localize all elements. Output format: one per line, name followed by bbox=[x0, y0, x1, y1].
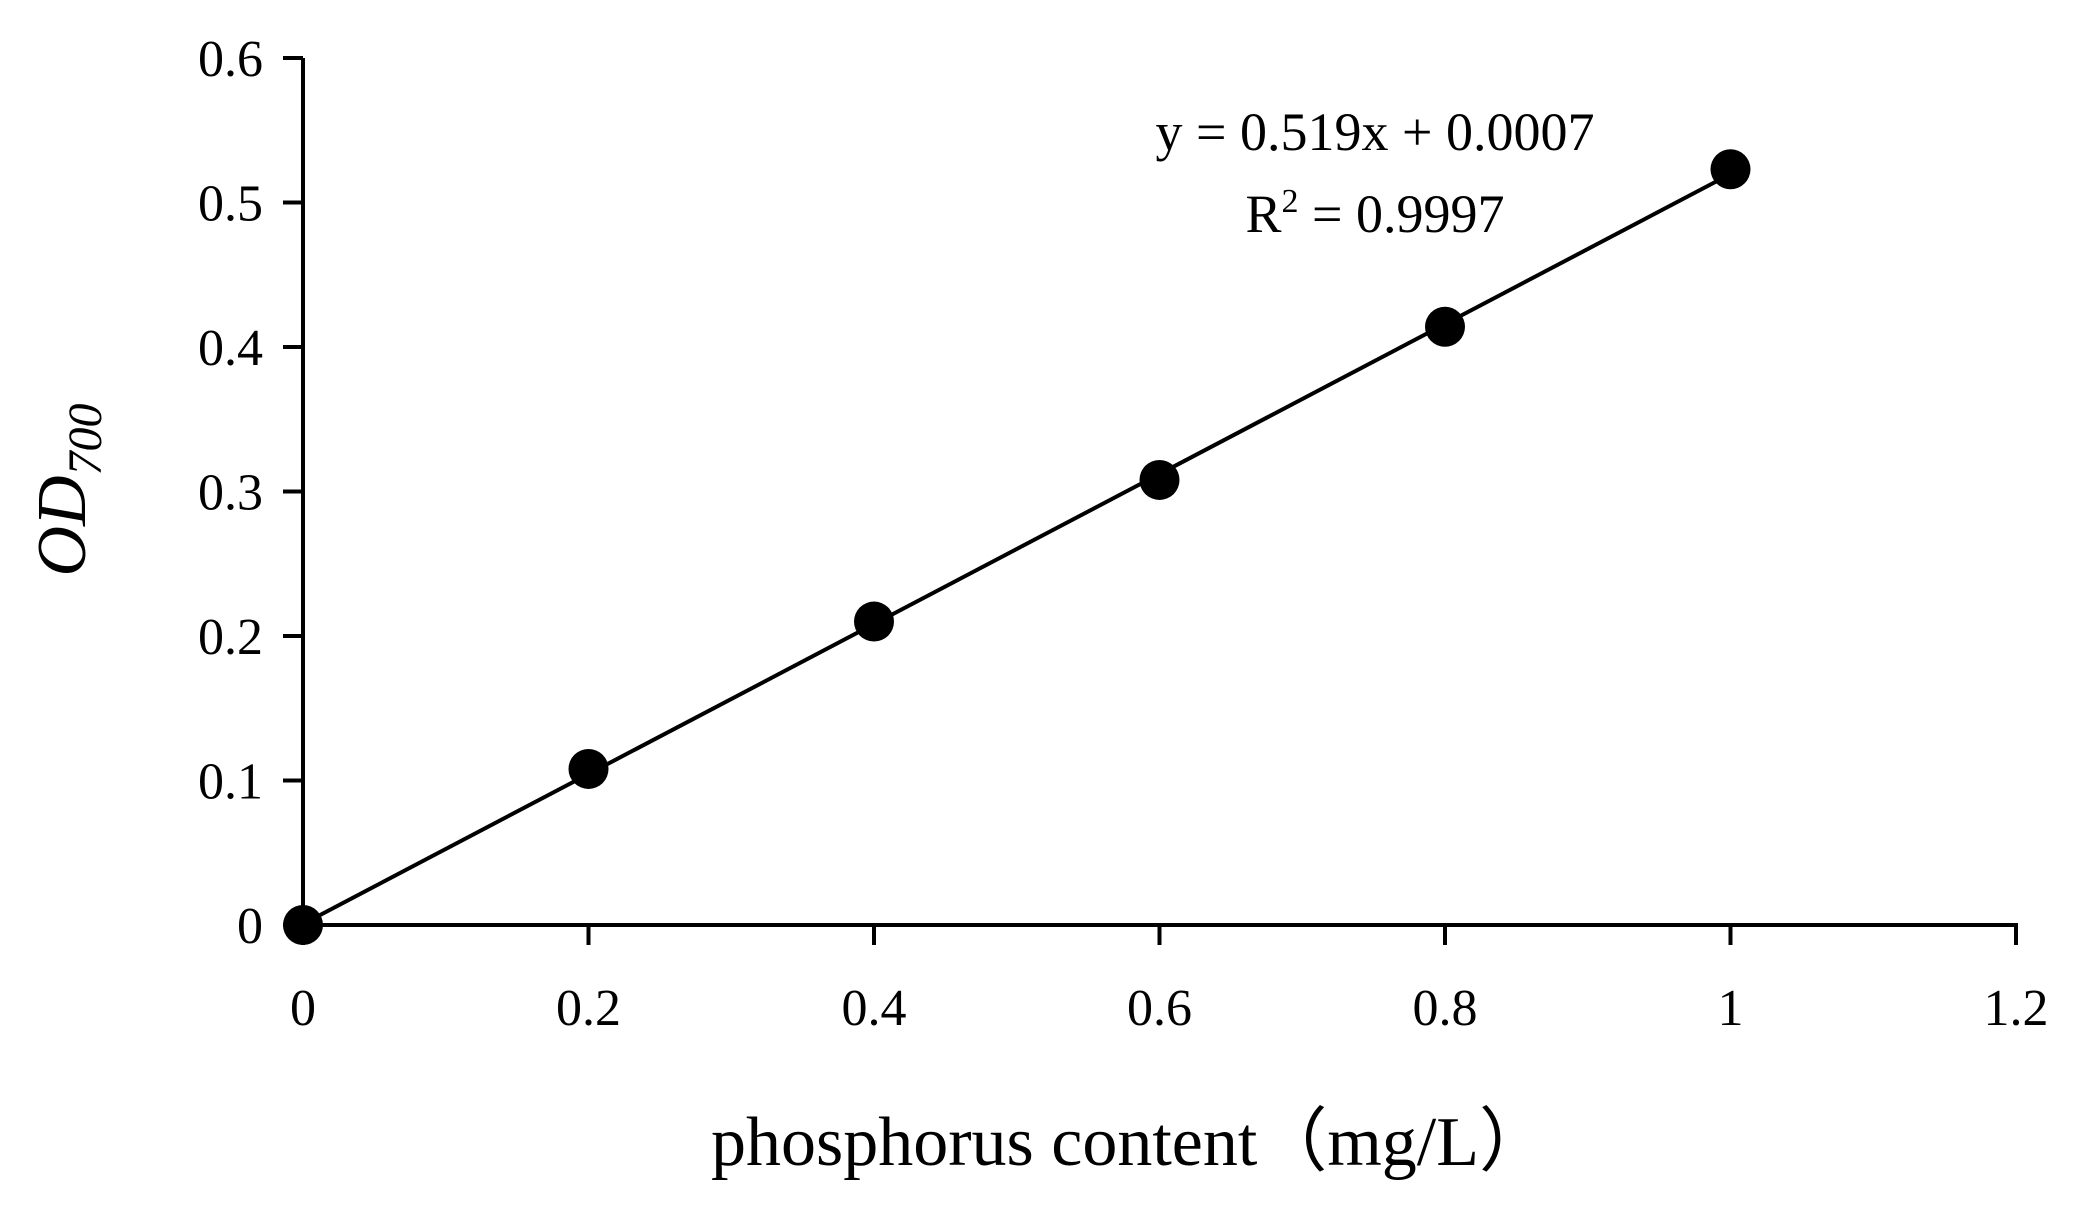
y-tick-label: 0.3 bbox=[198, 465, 263, 522]
y-tick-label: 0 bbox=[237, 898, 263, 955]
y-axis-title-main: OD bbox=[24, 475, 101, 576]
trendline bbox=[302, 172, 1732, 926]
x-tick-label: 0 bbox=[290, 980, 316, 1037]
data-point bbox=[854, 601, 894, 642]
y-tick-label: 0.6 bbox=[198, 31, 263, 88]
data-point bbox=[283, 905, 323, 945]
y-tick-label: 0.4 bbox=[198, 320, 263, 377]
y-axis-title-subscript: 700 bbox=[59, 403, 112, 475]
x-tick-label: 0.2 bbox=[556, 980, 621, 1037]
data-points bbox=[283, 149, 1751, 945]
x-tick-label: 0.6 bbox=[1127, 980, 1192, 1037]
x-axis-title: phosphorus content（mg/L） bbox=[711, 1104, 1549, 1181]
trendline-layer bbox=[302, 172, 1732, 926]
x-tick-label: 1.2 bbox=[1984, 980, 2049, 1037]
data-point bbox=[1139, 459, 1180, 500]
x-axis-ticks: 0 0.2 0.4 0.6 0.8 1 1.2 bbox=[290, 925, 2049, 1037]
data-point bbox=[568, 748, 609, 789]
r-squared-superscript: 2 bbox=[1282, 183, 1299, 220]
data-point bbox=[1710, 149, 1751, 190]
equation-label: y = 0.519x + 0.0007 bbox=[1156, 102, 1595, 162]
y-tick-label: 0.1 bbox=[198, 754, 263, 811]
data-point bbox=[1425, 306, 1465, 347]
x-tick-label: 0.4 bbox=[842, 980, 907, 1037]
x-tick-label: 0.8 bbox=[1413, 980, 1478, 1037]
r-squared-prefix: R bbox=[1246, 184, 1282, 244]
x-tick-label: 1 bbox=[1718, 980, 1744, 1037]
r-squared-label: R2 = 0.9997 bbox=[1246, 183, 1505, 244]
y-axis-title: OD700 bbox=[24, 403, 112, 576]
y-axis-ticks: 0 0.1 0.2 0.3 0.4 0.5 0.6 bbox=[198, 31, 303, 955]
r-squared-value: = 0.9997 bbox=[1299, 184, 1505, 244]
y-tick-label: 0.2 bbox=[198, 609, 263, 666]
y-tick-label: 0.5 bbox=[198, 176, 263, 233]
